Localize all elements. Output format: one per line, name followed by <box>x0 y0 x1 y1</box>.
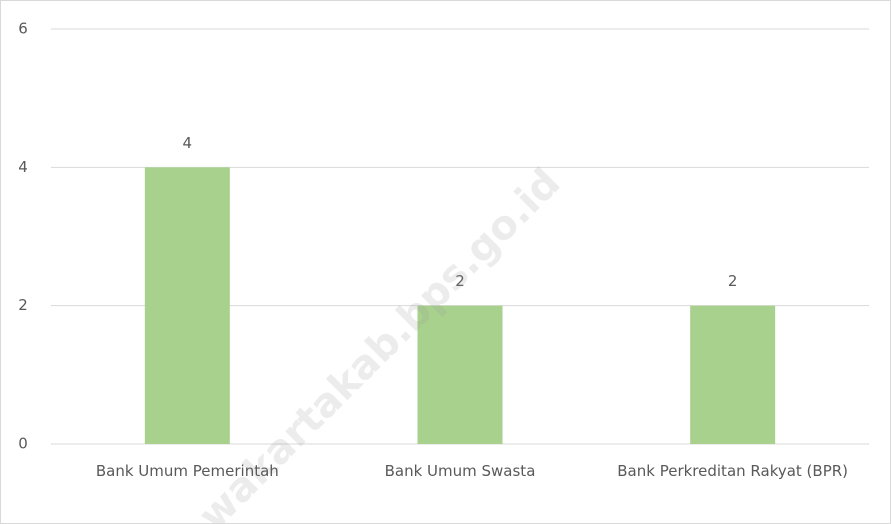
x-tick-label: Bank Umum Pemerintah <box>95 462 279 480</box>
y-tick-label: 0 <box>18 435 28 453</box>
data-label: 4 <box>183 134 193 152</box>
data-label: 2 <box>728 272 738 290</box>
bar <box>417 305 503 444</box>
y-tick-label: 6 <box>18 20 28 38</box>
y-tick-label: 4 <box>18 158 28 176</box>
bar <box>690 305 776 444</box>
x-tick-label: Bank Umum Swasta <box>384 462 536 480</box>
x-tick-label: Bank Perkreditan Rakyat (BPR) <box>617 462 849 480</box>
y-tick-label: 2 <box>18 296 28 314</box>
data-label: 2 <box>455 272 465 290</box>
bar <box>144 167 230 445</box>
